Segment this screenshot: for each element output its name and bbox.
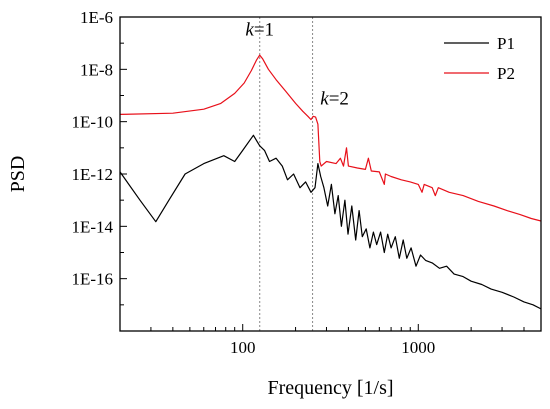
legend-label-p1: P1 [497, 34, 515, 53]
reference-lines [259, 17, 314, 331]
x-tick-label: 100 [230, 338, 256, 357]
y-tick-label: 1E-12 [71, 165, 113, 184]
x-axis-ticks: 100 1000 [119, 324, 542, 357]
y-tick-label: 1E-8 [80, 60, 113, 79]
y-tick-label: 1E-10 [71, 113, 113, 132]
y-tick-label: 1E-14 [71, 217, 113, 236]
plot-series [119, 54, 542, 310]
y-axis-title: PSD [7, 156, 29, 193]
peak-label-2: k=2 [320, 89, 349, 110]
x-tick-label: 1000 [401, 338, 435, 357]
legend: P1 P2 [444, 34, 515, 83]
peak-label-1: k=1 [245, 19, 274, 40]
y-tick-label: 1E-6 [80, 8, 113, 27]
y-tick-label: 1E-16 [71, 270, 113, 289]
series-p2-line [119, 54, 542, 222]
legend-label-p2: P2 [497, 64, 515, 83]
series-p1-line [119, 134, 542, 310]
x-axis-title: Frequency [1/s] [267, 377, 393, 399]
y-axis-ticks: 1E-6 1E-8 1E-10 1E-12 1E-14 1E-16 [71, 8, 127, 332]
annotations: k=1 k=2 [245, 19, 349, 109]
